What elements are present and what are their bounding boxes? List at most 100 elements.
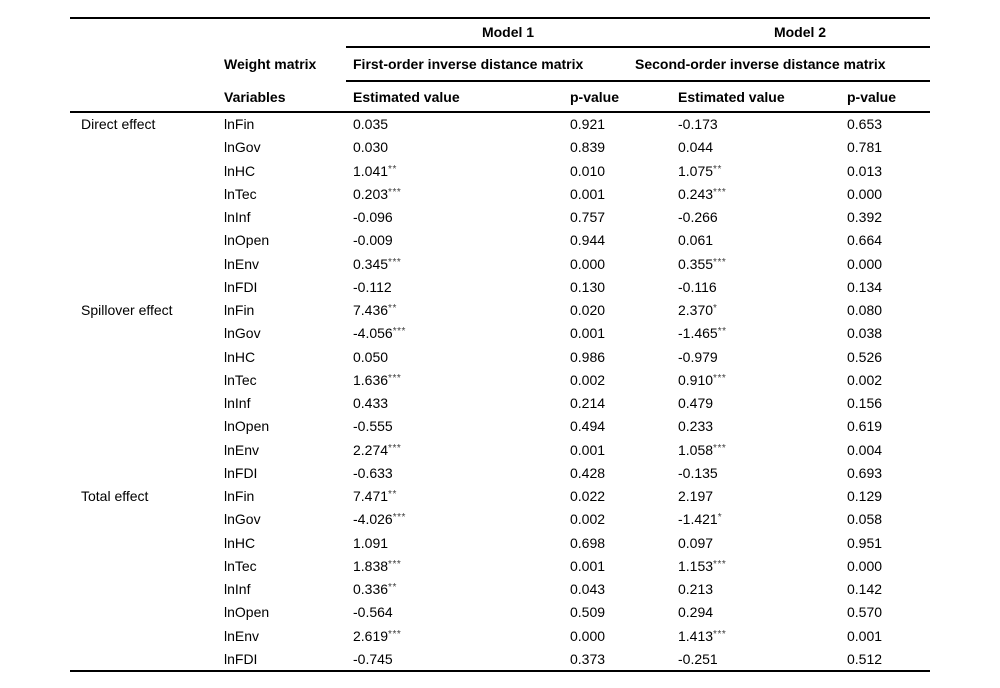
- m2-estimated-value-text: 0.243: [678, 185, 714, 202]
- m2-estimated-value: 0.355***: [678, 253, 847, 276]
- m1-estimated-value: -0.745: [353, 648, 570, 671]
- m2-p-value-text: 0.570: [847, 604, 883, 621]
- m1-p-value: 0.509: [570, 601, 678, 624]
- significance-stars: ***: [388, 256, 402, 268]
- variable-label: lnFin: [224, 299, 353, 322]
- m2-estimated-value: 2.370*: [678, 299, 847, 322]
- table-row: lnGov -4.056*** 0.001 -1.465** 0.038: [70, 322, 930, 345]
- effect-label: [70, 555, 224, 578]
- m1-p-value-text: 0.020: [570, 302, 606, 318]
- table-row: lnEnv 0.345*** 0.000 0.355*** 0.000: [70, 253, 930, 276]
- m1-p-value: 0.002: [570, 508, 678, 531]
- m1-p-value-header: p-value: [570, 89, 620, 105]
- m1-estimated-value: 1.041**: [353, 160, 570, 183]
- effect-label: [70, 392, 224, 415]
- m1-p-value: 0.002: [570, 369, 678, 392]
- m1-estimated-value-text: 0.203: [353, 185, 389, 202]
- m2-p-value: 0.781: [847, 136, 930, 159]
- m2-estimated-value-text: -1.465: [678, 325, 718, 342]
- m2-p-value-text: 0.619: [847, 418, 883, 435]
- m1-estimated-value: 0.433: [353, 392, 570, 415]
- m1-estimated-value: -4.056***: [353, 322, 570, 345]
- effect-label: [70, 160, 224, 183]
- effect-label: [70, 346, 224, 369]
- m2-p-value-text: 0.129: [847, 488, 883, 504]
- m1-p-value-text: 0.043: [570, 581, 606, 597]
- m1-p-value-text: 0.002: [570, 371, 606, 388]
- m2-p-value-text: 0.000: [847, 185, 883, 202]
- m2-estimated-value: 0.097: [678, 532, 847, 555]
- variable-label: lnOpen: [224, 601, 353, 624]
- m1-estimated-value-text: -0.564: [353, 604, 393, 621]
- m2-p-value: 0.000: [847, 253, 930, 276]
- m1-p-value: 0.043: [570, 578, 678, 601]
- variable-label-text: lnFDI: [224, 650, 258, 667]
- variable-label-text: lnTec: [224, 185, 257, 202]
- significance-stars: ***: [392, 326, 406, 338]
- m2-p-value-text: 0.781: [847, 139, 883, 156]
- effect-label: [70, 532, 224, 555]
- effect-label: [70, 253, 224, 276]
- weight-matrix-label: Weight matrix: [224, 56, 317, 72]
- m1-estimated-value-text: 2.619: [353, 627, 389, 644]
- m2-estimated-value: -0.979: [678, 346, 847, 369]
- variable-label-text: lnFin: [224, 116, 255, 132]
- m2-p-value-text: 0.000: [847, 255, 883, 272]
- m1-estimated-value: 1.636***: [353, 369, 570, 392]
- m1-p-value: 0.000: [570, 253, 678, 276]
- table-row: lnInf -0.096 0.757 -0.266 0.392: [70, 206, 930, 229]
- m2-estimated-value-text: -0.251: [678, 650, 718, 667]
- effect-label: [70, 415, 224, 438]
- m1-p-value: 0.373: [570, 648, 678, 671]
- significance-stars: ***: [713, 256, 727, 268]
- m2-estimated-value-text: 2.197: [678, 488, 714, 504]
- effect-label: [70, 229, 224, 252]
- significance-stars: *: [717, 512, 723, 524]
- variable-label-text: lnEnv: [224, 441, 260, 458]
- m2-estimated-value: 1.153***: [678, 555, 847, 578]
- m2-estimated-value: 1.058***: [678, 439, 847, 462]
- variable-label: lnTec: [224, 369, 353, 392]
- effect-label: [70, 276, 224, 299]
- m1-estimated-value-header: Estimated value: [353, 89, 460, 105]
- m1-estimated-value-text: 1.041: [353, 162, 389, 179]
- effect-label: [70, 578, 224, 601]
- m2-p-value-text: 0.653: [847, 116, 883, 132]
- m1-p-value: 0.944: [570, 229, 678, 252]
- m2-estimated-value-header: Estimated value: [678, 89, 785, 105]
- variable-label-text: lnTec: [224, 371, 257, 388]
- variable-label-text: lnFin: [224, 488, 255, 504]
- variable-label-text: lnTec: [224, 557, 257, 574]
- variable-label: lnInf: [224, 392, 353, 415]
- m1-p-value-text: 0.757: [570, 209, 606, 225]
- m2-estimated-value-text: 0.213: [678, 581, 714, 597]
- m2-p-value: 0.129: [847, 485, 930, 508]
- m1-p-value-text: 0.010: [570, 162, 606, 179]
- m1-estimated-value-text: -0.096: [353, 209, 393, 225]
- table-row: lnInf 0.336** 0.043 0.213 0.142: [70, 578, 930, 601]
- significance-stars: ***: [392, 512, 406, 524]
- m2-p-value-text: 0.142: [847, 581, 883, 597]
- model2-matrix-label: Second-order inverse distance matrix: [635, 56, 886, 72]
- m2-estimated-value-text: -1.421: [678, 511, 718, 528]
- m1-estimated-value: 0.030: [353, 136, 570, 159]
- m1-p-value: 0.921: [570, 113, 678, 136]
- table-row: lnGov 0.030 0.839 0.044 0.781: [70, 136, 930, 159]
- m1-estimated-value-text: 0.336: [353, 581, 389, 597]
- table-row: lnHC 1.041** 0.010 1.075** 0.013: [70, 160, 930, 183]
- m1-p-value: 0.494: [570, 415, 678, 438]
- m1-p-value-text: 0.373: [570, 650, 606, 667]
- m2-p-value-text: 0.512: [847, 650, 883, 667]
- m1-p-value: 0.757: [570, 206, 678, 229]
- m1-estimated-value-text: -0.009: [353, 232, 393, 249]
- m1-p-value: 0.001: [570, 555, 678, 578]
- m1-estimated-value: 1.091: [353, 532, 570, 555]
- variable-label: lnInf: [224, 578, 353, 601]
- significance-stars: **: [388, 489, 397, 500]
- m1-p-value: 0.130: [570, 276, 678, 299]
- m1-p-value-text: 0.000: [570, 627, 606, 644]
- m1-estimated-value-text: 1.636: [353, 371, 389, 388]
- m2-p-value: 0.001: [847, 625, 930, 648]
- table-row: lnEnv 2.619*** 0.000 1.413*** 0.001: [70, 625, 930, 648]
- m2-p-value: 0.664: [847, 229, 930, 252]
